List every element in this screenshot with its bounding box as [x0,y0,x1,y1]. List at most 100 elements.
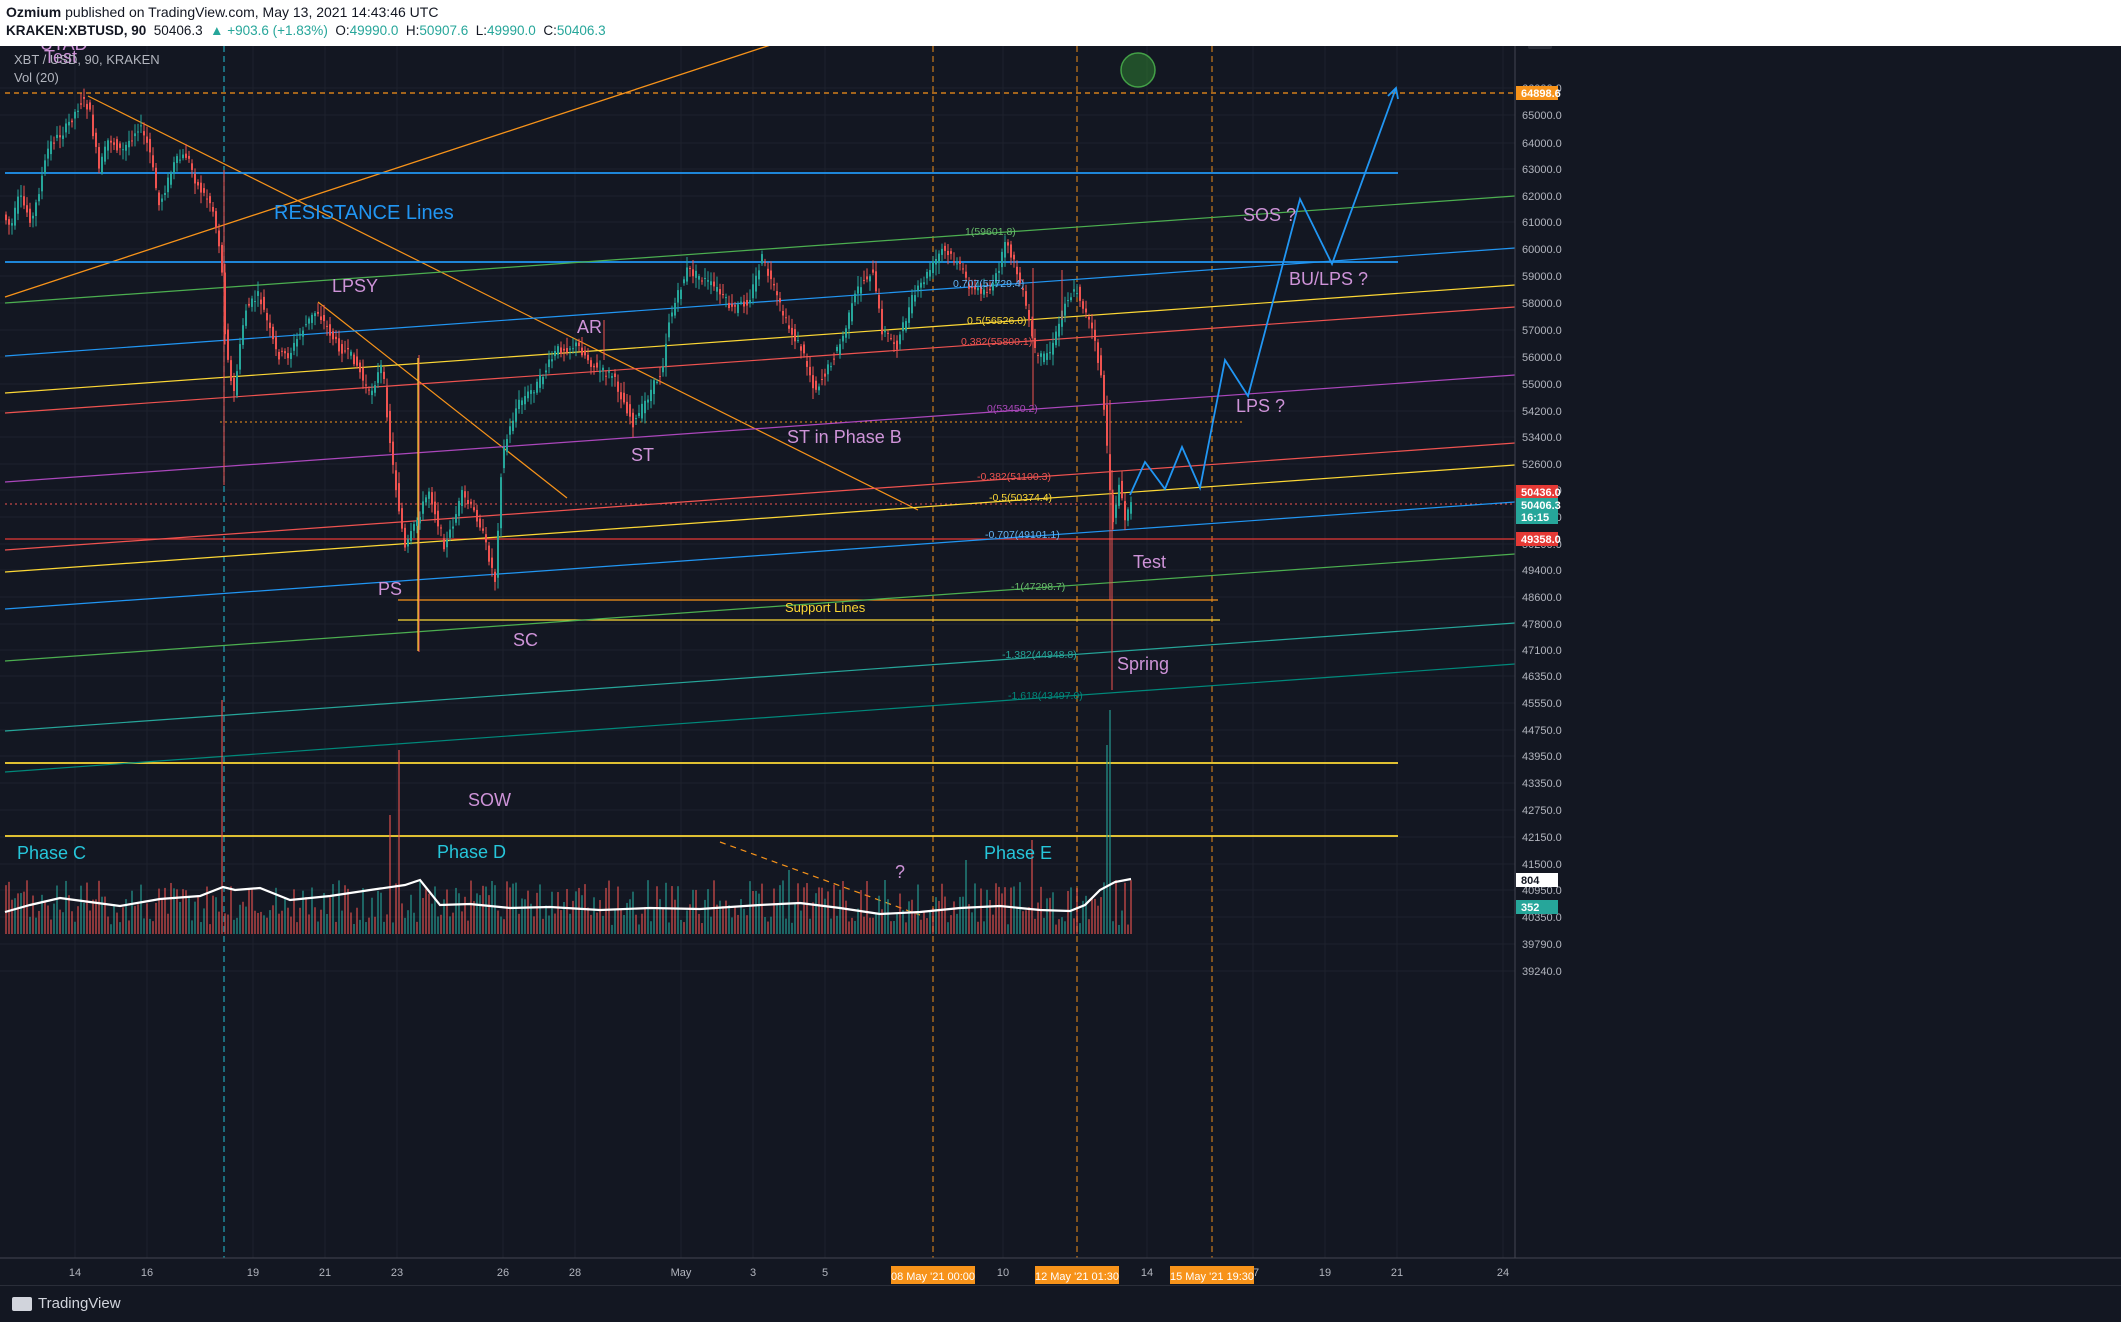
phase-d-label: Phase D [437,842,506,862]
time-tick-label: 21 [1391,1267,1403,1279]
candle-body [779,298,781,303]
candle-body [527,391,529,399]
volume-bar [779,885,781,934]
volume-bar [380,892,382,934]
candle-body [965,271,967,278]
candle-body [665,343,667,366]
volume-bar [170,882,172,934]
candle-body [428,491,430,499]
volume-bar [302,890,304,934]
volume-bar [1076,888,1078,934]
candle-body [377,372,379,383]
candle-body [212,206,214,212]
price-axis-bg [1515,46,2121,1285]
candle-body [692,269,694,277]
candle-body [338,338,340,352]
volume-bar [722,906,724,934]
volume-bar [14,898,16,934]
volume-bar [707,889,709,934]
candle-body [740,301,742,303]
channel-line [4,442,1516,551]
candle-body [152,155,154,168]
candle-body [977,287,979,291]
price-change: ▲ +903.6 (+1.83%) [210,23,328,38]
symbol-label: KRAKEN:XBTUSD, 90 [6,23,147,38]
volume-bar [521,898,523,934]
bu-lps-label: BU/LPS ? [1289,269,1368,289]
candle-body [314,313,316,317]
volume-bar [503,919,505,934]
volume-bar [488,895,490,934]
volume-bar [653,909,655,934]
candle-body [1052,342,1054,355]
volume-bar [26,880,28,934]
volume-bar [824,898,826,934]
candle-body [419,517,421,524]
candle-body [23,196,25,206]
candle-body [713,281,715,287]
time-tick-label: 16 [141,1267,153,1279]
tradingview-logo[interactable]: TradingView [12,1295,121,1312]
price-tick-label: 64000.0 [1522,138,1562,150]
st-phase-b-label: ST in Phase B [787,427,902,447]
volume-bar [368,917,370,934]
candle-body [869,276,871,282]
volume-bar [1013,886,1015,934]
volume-bar [764,916,766,934]
volume-bar [482,885,484,934]
candle-body [176,156,178,163]
volume-bar [1055,924,1057,934]
volume-bar [809,918,811,934]
time-tick-label: 26 [497,1267,509,1279]
volume-bar [863,916,865,934]
candle-body [986,291,988,293]
volume-bar [929,910,931,934]
volume-bar [161,899,163,934]
volume-bar [1010,887,1012,934]
volume-bar [185,890,187,934]
candle-body [947,250,949,256]
candle-body [1115,504,1117,518]
time-tick-label: 10 [997,1267,1009,1279]
candle-body [35,202,37,216]
volume-bar [695,889,697,934]
candle-body [707,280,709,282]
candle-body [335,336,337,340]
time-tag-label: 12 May '21 01:30 [1035,1271,1119,1283]
price-tag [1516,510,1558,524]
candle-body [470,501,472,505]
candle-body [953,261,955,263]
volume-bar [1103,882,1105,934]
volume-bar [752,890,754,934]
candle-body [95,132,97,147]
candle-body [662,366,664,373]
volume-bar [746,915,748,934]
volume-bar [23,891,25,934]
candle-body [263,296,265,310]
candle-body [320,316,322,320]
volume-bar [41,894,43,934]
candle-body [1097,342,1099,363]
volume-bar [509,887,511,934]
fib-level-label: -0.707(49101.1) [985,529,1060,541]
volume-bar [962,896,964,934]
candle-body [533,392,535,394]
candle-body [743,301,745,307]
volume-bar [434,886,436,934]
volume-bar [1085,895,1087,934]
candle-body [794,329,796,342]
candle-body [236,371,238,396]
volume-bar [266,917,268,934]
fib-level-label: 0(53450.2) [987,403,1038,415]
volume-bar [872,917,874,934]
candle-body [506,439,508,452]
lpsy-trendline [317,301,568,499]
candle-body [1058,323,1060,337]
volume-bar [1067,890,1069,934]
candle-body [800,346,802,351]
candle-body [674,302,676,316]
resistance-lines-label: RESISTANCE Lines [274,202,454,224]
volume-bar [599,900,601,934]
candle-body [365,384,367,386]
